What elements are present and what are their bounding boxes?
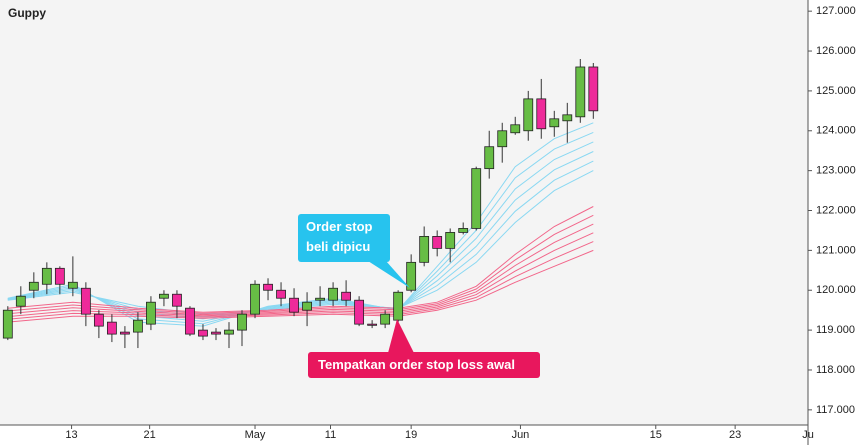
candle-body	[263, 283, 273, 291]
x-tick-label: May	[245, 429, 266, 441]
candle-body	[106, 321, 117, 335]
y-tick-label: 122.000	[816, 204, 856, 216]
candle-body	[93, 313, 104, 327]
y-tick-label: 125.000	[816, 85, 856, 97]
callout-pointer	[388, 319, 414, 353]
candle-body	[432, 236, 443, 249]
candle-body	[562, 114, 573, 122]
gmma-line	[7, 223, 594, 316]
candle-body	[549, 118, 560, 128]
candle-body	[445, 232, 456, 249]
x-tick-label: 11	[325, 429, 336, 441]
candle-body	[575, 66, 586, 118]
candle-body	[146, 301, 156, 325]
candle-body	[224, 329, 234, 335]
candle-body	[523, 98, 534, 132]
y-tick-label: 120.000	[816, 284, 856, 296]
candle-body	[54, 267, 65, 285]
candle-body	[211, 331, 221, 335]
x-tick-label: Ju	[802, 429, 814, 441]
callout-pointer	[368, 261, 410, 288]
candle-body	[237, 313, 247, 331]
x-tick-label: 13	[65, 429, 77, 441]
candle-body	[41, 267, 52, 285]
candle-body	[289, 297, 299, 313]
chart-title: Guppy	[8, 6, 46, 20]
gmma-line	[7, 214, 594, 314]
y-tick-label: 119.000	[816, 324, 855, 336]
candle-body	[328, 287, 338, 301]
y-tick-label: 121.000	[816, 244, 856, 256]
candle-body	[484, 146, 495, 170]
candle-body	[80, 287, 91, 315]
candle-body	[536, 98, 547, 130]
candle-body	[510, 124, 521, 134]
annotation: Order stop beli dipicu	[298, 214, 390, 262]
candles	[2, 59, 599, 349]
y-tick-label: 123.000	[816, 165, 856, 177]
y-tick-label: 127.000	[816, 5, 856, 17]
candle-body	[393, 291, 404, 321]
candle-body	[198, 329, 208, 337]
candle-body	[185, 307, 195, 335]
candle-body	[380, 313, 391, 325]
annotation: Tempatkan order stop loss awal	[308, 352, 540, 378]
candle-body	[367, 323, 378, 326]
gmma-line	[7, 241, 594, 320]
gmma-line	[7, 249, 594, 323]
candle-body	[159, 293, 169, 299]
candle-body	[67, 281, 78, 289]
x-tick-label: 15	[650, 429, 662, 441]
x-tick-label: 19	[405, 429, 417, 441]
candle-body	[354, 299, 365, 325]
candle-body	[250, 283, 260, 315]
candle-body	[406, 261, 417, 291]
candle-body	[588, 66, 599, 112]
candle-body	[133, 319, 143, 333]
candle-body	[15, 295, 26, 307]
candle-body	[497, 130, 508, 148]
gmma-line	[7, 232, 594, 318]
candle-body	[302, 301, 312, 311]
gmma-lines	[7, 122, 594, 327]
y-tick-label: 118.000	[816, 364, 855, 376]
y-tick-label: 124.000	[816, 125, 856, 137]
y-tick-label: 126.000	[816, 45, 856, 57]
x-tick-label: 23	[729, 429, 741, 441]
y-tick-label: 117.000	[816, 404, 855, 416]
gmma-line	[7, 170, 594, 315]
candle-body	[28, 281, 39, 291]
candle-body	[172, 293, 182, 307]
candle-body	[471, 168, 482, 229]
candle-body	[341, 291, 351, 301]
candle-body	[419, 236, 430, 263]
x-tick-label: 21	[144, 429, 156, 441]
candle-body	[315, 297, 325, 301]
candle-body	[2, 309, 13, 339]
candle-body	[276, 289, 286, 299]
candle-body	[120, 331, 130, 335]
gmma-line	[7, 206, 594, 313]
x-tick-label: Jun	[512, 429, 530, 441]
candle-body	[458, 228, 469, 233]
